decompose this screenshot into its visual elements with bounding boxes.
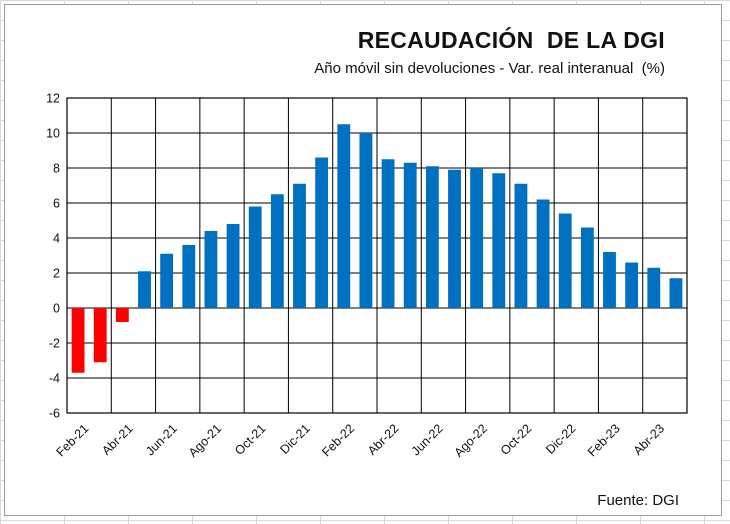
x-tick-label: Oct-22 bbox=[498, 421, 534, 457]
x-tick-label: Feb-21 bbox=[54, 421, 92, 459]
chart-subtitle: Año móvil sin devoluciones - Var. real i… bbox=[314, 60, 665, 77]
bar-feb-23 bbox=[603, 252, 616, 308]
bar-sep-22 bbox=[492, 173, 506, 308]
bar-ene-22 bbox=[315, 157, 329, 308]
bar-ago-22 bbox=[470, 168, 484, 308]
bar-abr-22 bbox=[381, 159, 395, 308]
bar-dic-22 bbox=[558, 213, 572, 308]
x-tick-label: Abr-21 bbox=[99, 421, 135, 457]
bar-abr-21 bbox=[115, 308, 129, 322]
x-tick-label: Abr-23 bbox=[631, 421, 667, 457]
bar-oct-21 bbox=[248, 206, 262, 308]
bar-feb-21 bbox=[71, 308, 85, 373]
bar-mar-23 bbox=[625, 262, 639, 308]
bar-mar-22 bbox=[359, 133, 373, 308]
chart-area[interactable]: RECAUDACIÓN DE LA DGI Año móvil sin devo… bbox=[4, 4, 722, 516]
bar-jul-22 bbox=[448, 169, 461, 308]
x-tick-label: Feb-23 bbox=[585, 421, 623, 459]
bar-ene-23 bbox=[580, 227, 594, 308]
y-tick-label: 0 bbox=[53, 302, 60, 316]
x-tick-label: Oct-21 bbox=[232, 421, 268, 457]
chart-source: Fuente: DGI bbox=[597, 492, 679, 509]
bar-dic-21 bbox=[293, 183, 306, 308]
bar-jul-21 bbox=[182, 245, 196, 308]
x-tick-label: Dic-21 bbox=[277, 421, 312, 456]
bar-feb-22 bbox=[337, 124, 351, 308]
chart-title: RECAUDACIÓN DE LA DGI bbox=[357, 27, 665, 53]
y-tick-label: 2 bbox=[53, 267, 60, 281]
bar-sep-21 bbox=[226, 224, 240, 308]
bar-nov-21 bbox=[270, 194, 284, 308]
y-tick-label: -4 bbox=[49, 372, 60, 386]
x-tick-label: Feb-22 bbox=[319, 421, 357, 459]
bar-jun-21 bbox=[160, 253, 174, 308]
y-tick-label: 12 bbox=[46, 92, 60, 106]
y-tick-label: 4 bbox=[53, 232, 60, 246]
plot-border bbox=[66, 97, 688, 414]
bar-oct-22 bbox=[514, 183, 528, 308]
x-tick-label: Jun-21 bbox=[143, 421, 180, 458]
bar-ago-21 bbox=[204, 231, 218, 308]
bar-may-22 bbox=[403, 162, 417, 308]
y-tick-label: 6 bbox=[53, 197, 60, 211]
x-tick-label: Dic-22 bbox=[543, 421, 578, 456]
y-tick-label: -6 bbox=[49, 407, 60, 421]
bar-nov-22 bbox=[536, 199, 550, 308]
bar-jun-22 bbox=[425, 166, 439, 308]
bar-mar-21 bbox=[93, 308, 107, 363]
x-tick-label: Abr-22 bbox=[365, 421, 401, 457]
x-tick-label: Ago-21 bbox=[186, 421, 224, 459]
x-tick-label: Ago-22 bbox=[452, 421, 490, 459]
bar-abr-23 bbox=[647, 267, 661, 308]
bar-may-21 bbox=[138, 271, 151, 308]
y-tick-label: 10 bbox=[46, 127, 60, 141]
x-tick-label: Jun-22 bbox=[409, 421, 446, 458]
bar-may-23 bbox=[669, 278, 683, 308]
y-tick-label: -2 bbox=[49, 337, 60, 351]
y-tick-label: 8 bbox=[53, 162, 60, 176]
